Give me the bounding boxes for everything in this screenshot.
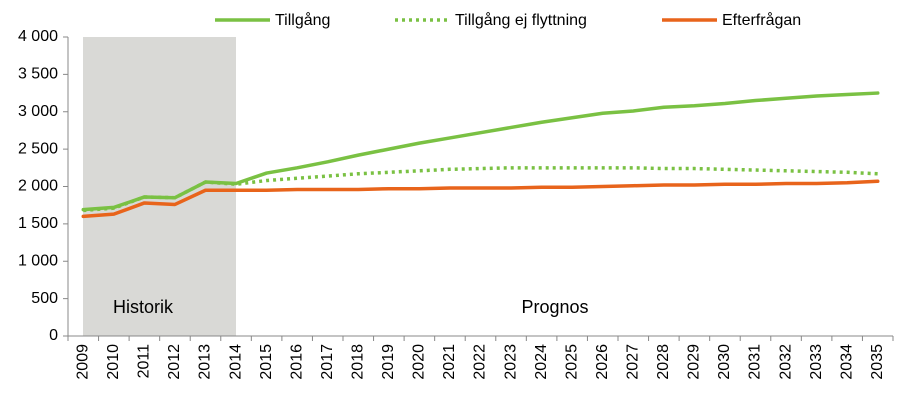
x-tick-label: 2033 xyxy=(808,344,825,380)
x-tick-label: 2011 xyxy=(136,344,153,379)
x-tick-label: 2035 xyxy=(869,344,886,380)
y-tick-label: 4 000 xyxy=(18,28,58,45)
annotation: Prognos xyxy=(521,297,588,317)
x-tick-label: 2009 xyxy=(74,344,91,380)
y-tick-label: 500 xyxy=(31,290,58,307)
x-tick-label: 2024 xyxy=(533,344,550,380)
x-tick-label: 2031 xyxy=(747,344,764,380)
x-tick-label: 2034 xyxy=(838,344,855,380)
legend-label: Efterfrågan xyxy=(722,11,801,29)
history-shade xyxy=(83,37,236,336)
x-tick-label: 2015 xyxy=(258,344,275,380)
x-tick-label: 2020 xyxy=(411,344,428,380)
x-tick-label: 2030 xyxy=(716,344,733,380)
x-tick-label: 2027 xyxy=(624,344,641,380)
x-tick-label: 2025 xyxy=(563,344,580,380)
x-tick-label: 2028 xyxy=(655,344,672,380)
y-tick-label: 3 500 xyxy=(18,66,58,83)
y-tick-label: 1 500 xyxy=(18,215,58,232)
legend-label: Tillgång ej flyttning xyxy=(455,11,587,29)
x-tick-label: 2012 xyxy=(166,344,183,380)
x-tick-label: 2019 xyxy=(380,344,397,380)
series-line xyxy=(81,179,880,219)
y-tick-label: 0 xyxy=(49,327,58,344)
x-tick-label: 2029 xyxy=(686,344,703,380)
x-tick-label: 2010 xyxy=(105,344,122,380)
x-tick-label: 2018 xyxy=(349,344,366,380)
x-tick-label: 2022 xyxy=(472,344,489,380)
annotation: Historik xyxy=(113,297,174,317)
series-line xyxy=(81,91,880,212)
legend-label: Tillgång xyxy=(275,11,330,29)
x-tick-label: 2013 xyxy=(197,344,214,380)
x-tick-label: 2017 xyxy=(319,344,336,380)
y-tick-label: 1 000 xyxy=(18,252,58,269)
x-tick-label: 2014 xyxy=(227,344,244,380)
x-tick-label: 2032 xyxy=(777,344,794,380)
y-tick-label: 2 000 xyxy=(18,178,58,195)
x-tick-label: 2016 xyxy=(288,344,305,380)
x-tick-label: 2026 xyxy=(594,344,611,380)
y-tick-label: 2 500 xyxy=(18,140,58,157)
y-tick-label: 3 000 xyxy=(18,103,58,120)
x-tick-label: 2021 xyxy=(441,344,458,380)
x-tick-label: 2023 xyxy=(502,344,519,380)
